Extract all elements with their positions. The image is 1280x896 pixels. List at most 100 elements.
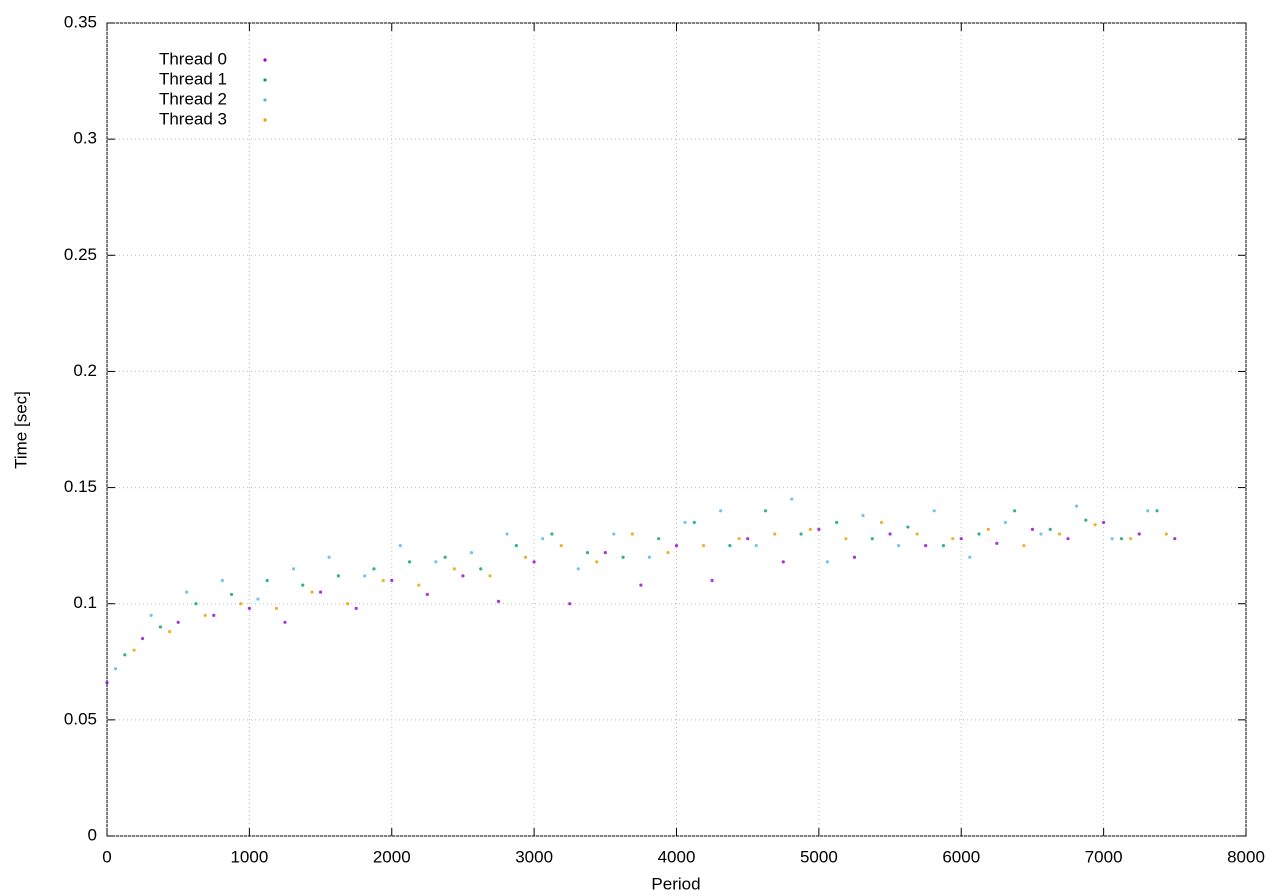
data-point	[1102, 520, 1106, 525]
data-point	[576, 567, 580, 571]
data-point	[514, 544, 518, 548]
x-tick-label: 3000	[515, 847, 553, 866]
data-point	[434, 560, 438, 564]
data-point	[1137, 532, 1141, 536]
data-point	[212, 613, 216, 617]
data-point	[746, 537, 750, 541]
data-point	[595, 560, 599, 564]
y-tick-label: 0.2	[73, 361, 97, 380]
data-point	[229, 592, 234, 597]
data-point	[906, 525, 910, 529]
data-point	[728, 544, 732, 548]
data-point	[1093, 523, 1097, 527]
y-tick-label: 0.1	[73, 593, 97, 612]
data-point	[1013, 509, 1017, 513]
data-point	[683, 520, 687, 525]
data-point	[1039, 532, 1043, 536]
data-point	[1119, 537, 1124, 541]
data-point	[488, 574, 492, 578]
data-point	[168, 629, 172, 634]
data-point	[265, 578, 269, 583]
data-point	[443, 555, 447, 559]
x-tick-label: 7000	[1085, 847, 1123, 866]
data-point	[924, 544, 928, 548]
data-point	[1057, 532, 1062, 536]
data-point	[1164, 532, 1168, 536]
data-point	[1074, 504, 1079, 508]
data-point	[283, 620, 287, 624]
data-point	[398, 544, 402, 548]
data-point	[505, 532, 509, 536]
data-point	[995, 541, 999, 545]
data-point	[550, 532, 554, 536]
data-point	[1066, 537, 1070, 541]
data-point	[897, 544, 901, 548]
data-point	[469, 551, 474, 555]
data-point	[710, 578, 714, 583]
legend-marker	[263, 78, 267, 82]
data-point	[541, 537, 545, 541]
data-point	[888, 532, 892, 536]
data-point	[336, 574, 340, 578]
data-point	[951, 537, 955, 541]
data-point	[657, 537, 661, 541]
data-point	[274, 606, 279, 610]
data-point	[568, 602, 572, 606]
data-point	[354, 606, 358, 610]
data-point	[417, 583, 421, 587]
data-point	[140, 636, 145, 641]
data-point	[1030, 527, 1035, 531]
x-tick-label: 2000	[373, 847, 411, 866]
data-point	[808, 527, 812, 531]
data-point	[301, 583, 305, 587]
data-point	[256, 597, 260, 601]
data-point	[203, 613, 207, 617]
data-point	[844, 537, 848, 541]
data-point	[1048, 527, 1052, 531]
x-tick-label: 4000	[658, 847, 696, 866]
data-point	[932, 509, 936, 513]
data-point	[737, 537, 741, 541]
legend-marker	[263, 58, 267, 62]
data-point	[870, 537, 874, 541]
data-point	[363, 574, 367, 578]
data-point	[346, 602, 350, 606]
data-point	[666, 551, 670, 555]
x-tick-label: 1000	[230, 847, 268, 866]
data-point	[639, 583, 643, 587]
data-point	[239, 602, 243, 606]
data-point	[879, 520, 884, 525]
data-point	[799, 532, 803, 536]
data-point	[790, 497, 794, 501]
data-point	[407, 560, 412, 564]
y-tick-label: 0	[88, 825, 97, 844]
data-point	[220, 578, 224, 583]
data-point	[1110, 537, 1114, 541]
x-axis-label: Period	[651, 874, 700, 893]
data-point	[773, 532, 777, 536]
data-point	[1155, 509, 1159, 513]
data-point	[1129, 537, 1133, 541]
data-point	[968, 555, 972, 559]
x-tick-label: 8000	[1227, 847, 1265, 866]
data-point	[461, 574, 465, 578]
legend-label: Thread 0	[159, 49, 227, 68]
data-point	[915, 532, 919, 536]
data-point	[719, 509, 723, 513]
data-point	[523, 555, 528, 559]
data-point	[1173, 537, 1177, 541]
data-point	[701, 544, 706, 548]
y-tick-label: 0.3	[73, 129, 97, 148]
data-point	[1146, 509, 1150, 513]
data-point	[692, 520, 696, 525]
data-point	[603, 551, 607, 555]
data-point	[1084, 518, 1088, 522]
data-point	[105, 681, 109, 685]
data-point	[310, 590, 314, 594]
data-point	[754, 544, 758, 548]
data-point	[291, 567, 296, 571]
y-axis-label: Time [sec]	[11, 391, 30, 469]
y-tick-label: 0.05	[64, 709, 97, 728]
data-point	[327, 555, 331, 559]
data-point	[852, 555, 857, 559]
